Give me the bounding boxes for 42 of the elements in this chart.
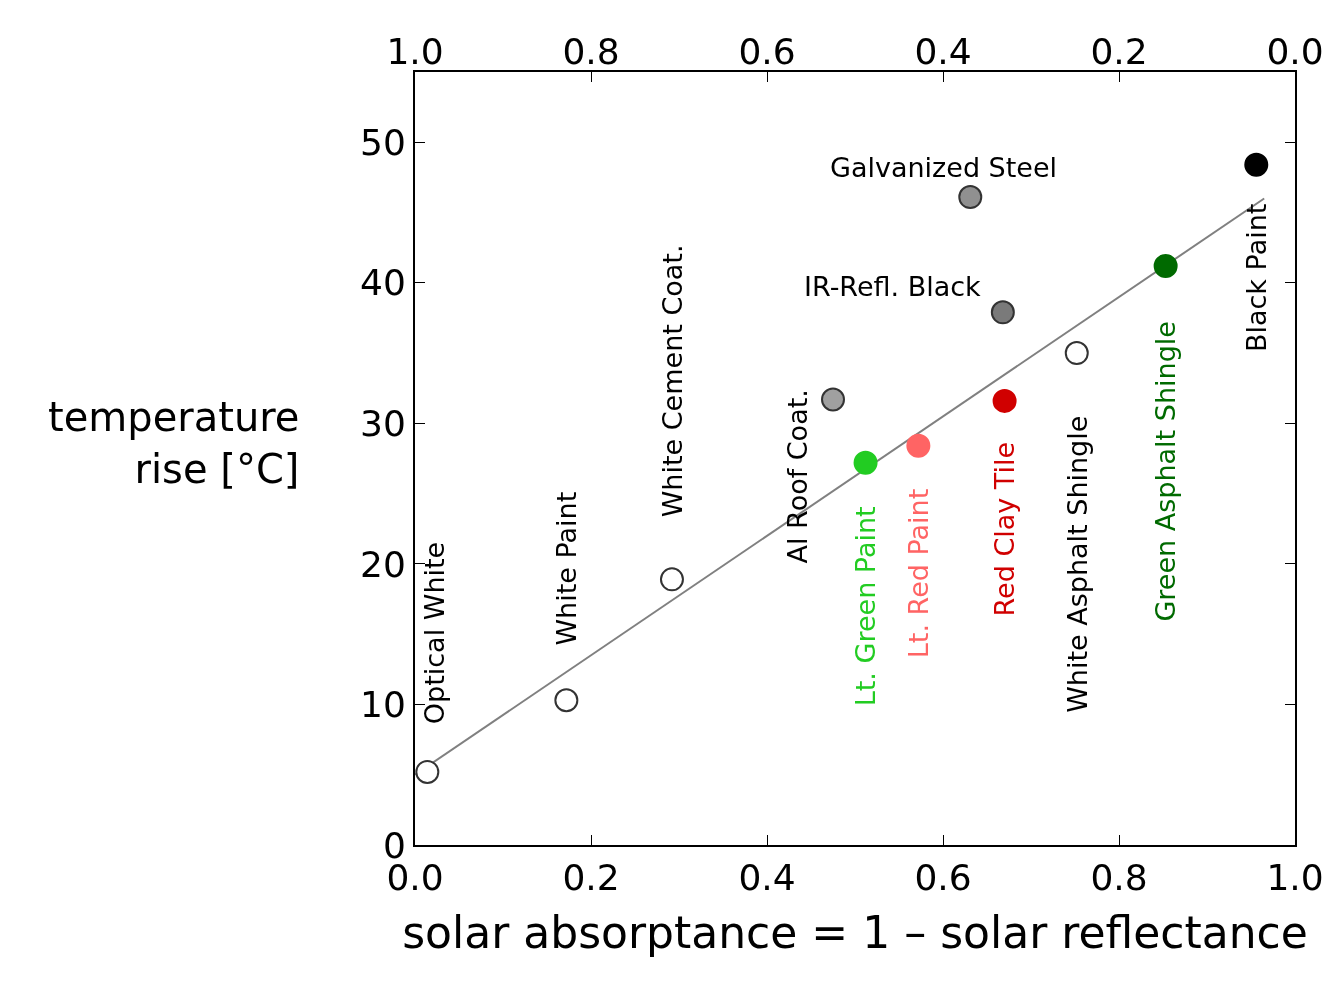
point bbox=[554, 688, 579, 713]
point bbox=[1153, 253, 1178, 278]
x-axis-title: solar absorptance = 1 – solar reflectance bbox=[402, 907, 1308, 958]
x-tick-label: 0.8 bbox=[1090, 857, 1148, 899]
x2-tick-label: 0.2 bbox=[1090, 30, 1148, 72]
annotation: Lt. Red Paint bbox=[902, 488, 934, 659]
annotation: Al Roof Coat. bbox=[781, 389, 813, 564]
annotation: White Cement Coat. bbox=[656, 244, 688, 518]
point bbox=[415, 759, 440, 784]
x-tick-label: 0.2 bbox=[562, 857, 620, 899]
point bbox=[1064, 341, 1089, 366]
y-tick-label: 30 bbox=[359, 402, 406, 444]
x2-tick-label: 1.0 bbox=[386, 30, 444, 72]
y-tick-label: 10 bbox=[359, 684, 406, 726]
point bbox=[958, 185, 983, 210]
x2-tick-label: 0.6 bbox=[738, 30, 796, 72]
annotation: IR-Refl. Black bbox=[804, 271, 982, 302]
point bbox=[659, 567, 684, 592]
y-axis-title: temperature rise [°C] bbox=[48, 394, 300, 492]
point bbox=[821, 387, 845, 412]
annotation: Red Clay Tile bbox=[988, 441, 1020, 617]
y-tick-label: 50 bbox=[359, 121, 406, 163]
annotation: Black Paint bbox=[1240, 203, 1272, 353]
point bbox=[990, 300, 1015, 325]
point bbox=[853, 450, 878, 475]
annotation: White Paint bbox=[551, 491, 583, 646]
x2-tick-label: 0.8 bbox=[562, 30, 620, 72]
x2-tick-label: 0.4 bbox=[914, 30, 972, 72]
y-tick-label: 20 bbox=[359, 543, 406, 585]
point bbox=[1244, 152, 1269, 177]
x2-tick-label: 0.0 bbox=[1266, 30, 1324, 72]
annotation: White Asphalt Shingle bbox=[1061, 415, 1093, 713]
x-tick-label: 0.4 bbox=[738, 857, 796, 899]
point bbox=[992, 388, 1017, 413]
annotation: Optical White bbox=[419, 541, 451, 725]
y-tick-label: 40 bbox=[359, 262, 406, 304]
annotation: Green Asphalt Shingle bbox=[1149, 321, 1181, 622]
annotation: Lt. Green Paint bbox=[849, 506, 881, 707]
x-tick-label: 1.0 bbox=[1266, 857, 1324, 899]
annotation: Galvanized Steel bbox=[830, 152, 1058, 183]
point bbox=[906, 433, 931, 458]
x-tick-label: 0.6 bbox=[914, 857, 972, 899]
